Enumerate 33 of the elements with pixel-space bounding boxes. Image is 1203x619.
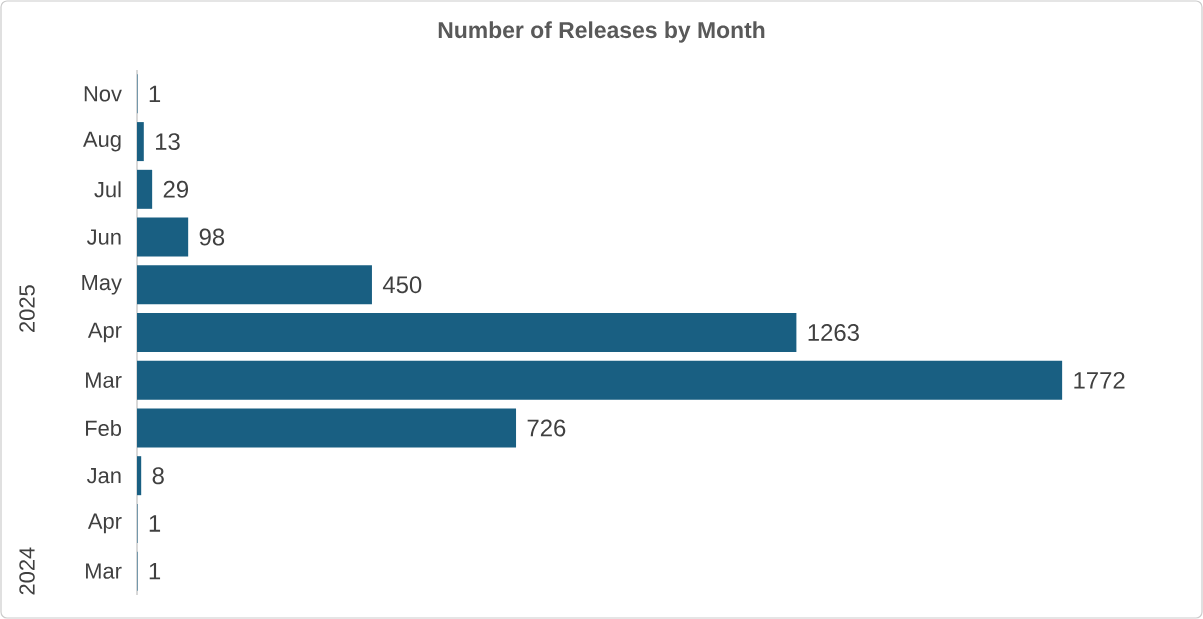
y-tick-label: Feb xyxy=(86,419,122,437)
data-label: 8 xyxy=(152,467,164,485)
text: 2025 xyxy=(19,285,35,332)
data-label: 726 xyxy=(527,419,566,437)
y-tick-label: Mar xyxy=(86,563,122,579)
data-label: 1 xyxy=(149,562,161,580)
data-label: 1 xyxy=(149,85,161,103)
data-label: 1263 xyxy=(808,324,859,341)
y-tick-label: May xyxy=(82,274,122,295)
data-label: 1772 xyxy=(1074,371,1125,389)
y-tick-label: Mar xyxy=(86,372,122,388)
bar xyxy=(137,217,189,257)
bar xyxy=(137,313,797,352)
y-tick-label: Jan xyxy=(86,468,121,484)
y-tick-label: Apr xyxy=(87,513,122,534)
chart-title: Number of Releases by Month xyxy=(438,21,765,43)
bar xyxy=(137,456,142,496)
data-label: 13 xyxy=(156,133,180,151)
bar xyxy=(137,408,517,448)
y-tick-label: Nov xyxy=(84,86,122,102)
y-tick-label: Jul xyxy=(94,181,121,198)
y-tick-label: Aug xyxy=(83,131,121,152)
bar xyxy=(137,265,372,305)
bar xyxy=(137,169,153,209)
bar xyxy=(137,122,144,162)
data-label: 98 xyxy=(199,228,225,246)
text: 2024 xyxy=(19,547,35,595)
bar xyxy=(137,360,1063,400)
y-tick-label: Apr xyxy=(87,322,122,343)
data-label: 450 xyxy=(382,276,422,294)
data-label: 1 xyxy=(149,515,161,532)
y-tick-label: Jun xyxy=(86,229,121,245)
data-label: 29 xyxy=(163,180,188,198)
